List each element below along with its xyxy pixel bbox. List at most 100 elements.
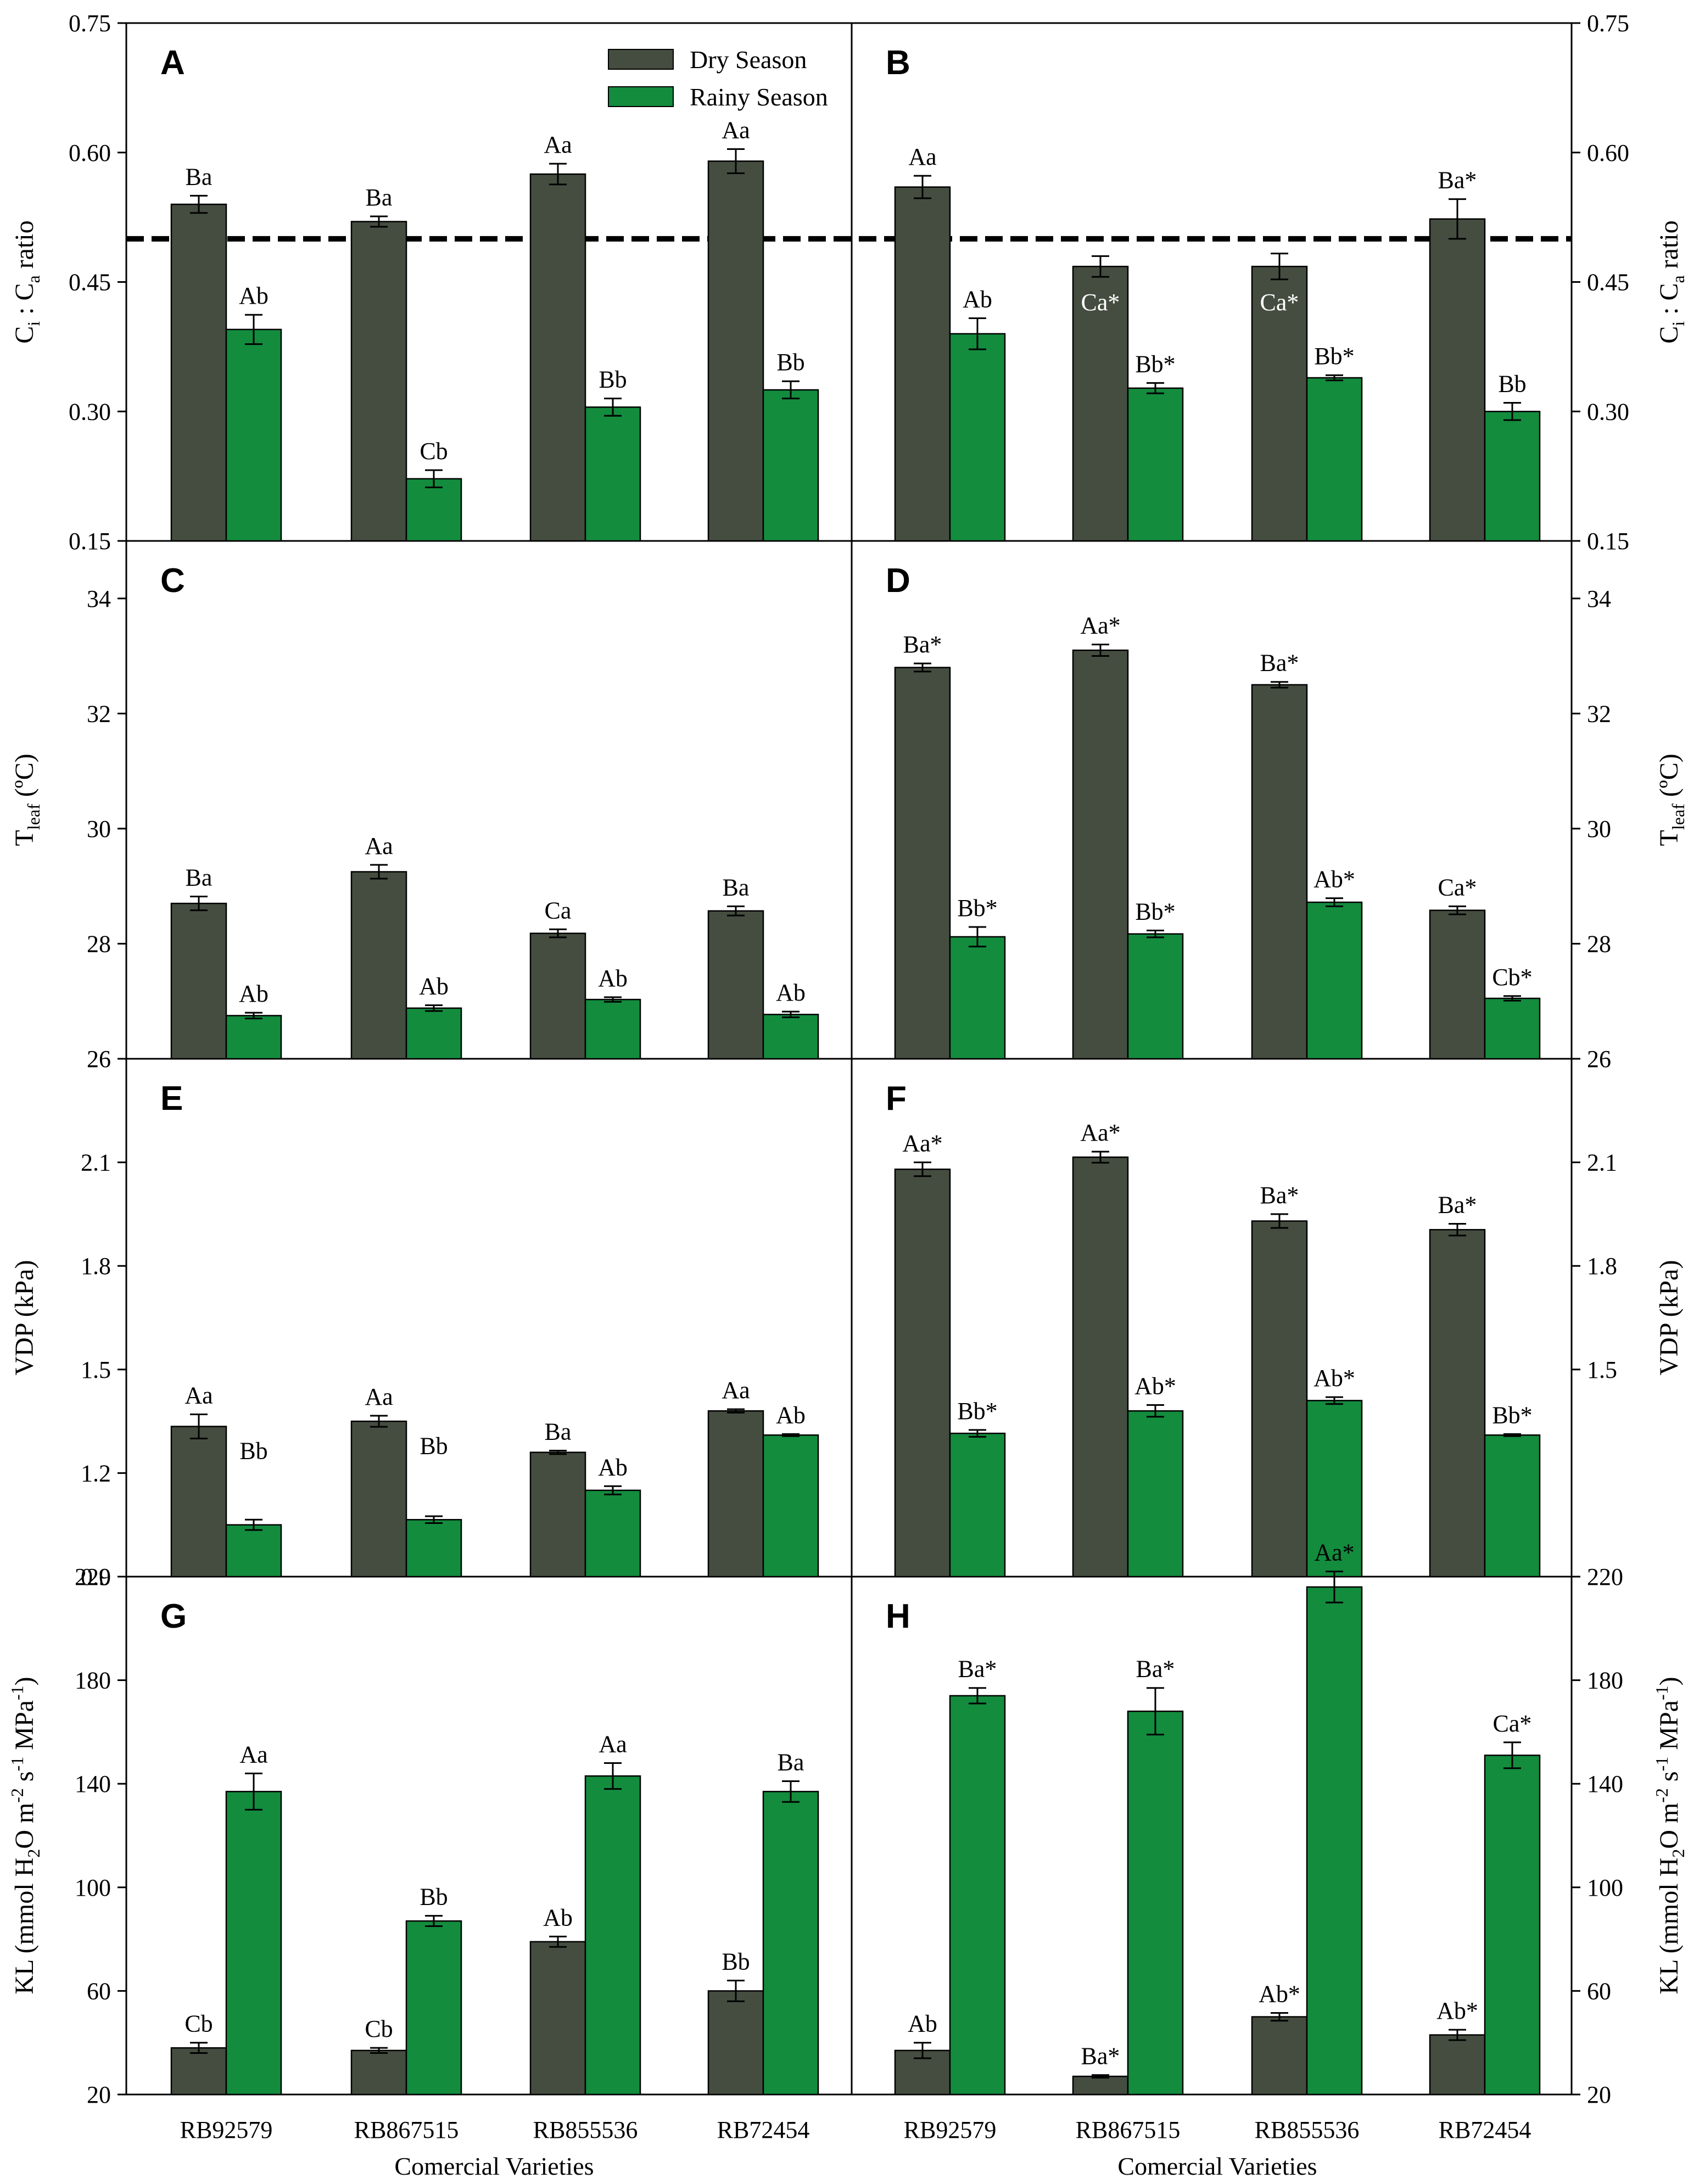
x-tick-label: RB92579 — [180, 2116, 273, 2143]
y-axis-title-part: (ºC) — [1654, 753, 1684, 803]
y-tick-label-right: 60 — [1587, 1978, 1611, 2004]
legend-label-rainy: Rainy Season — [690, 83, 828, 111]
bar-rainy-c-1 — [405, 1007, 462, 1060]
bar-dry-c-1 — [350, 871, 407, 1060]
y-tick-label-left: 220 — [75, 1563, 111, 1590]
legend-label-dry: Dry Season — [690, 46, 807, 74]
data-label: Aa* — [1314, 1539, 1354, 1566]
data-label: Ba — [723, 874, 750, 901]
data-label: Aa* — [1080, 1119, 1120, 1146]
bar-dry-f-2 — [1251, 1220, 1308, 1578]
y-tick-label-left: 100 — [75, 1874, 111, 1901]
bar-rainy-b-0 — [949, 333, 1006, 542]
data-label: Ab — [543, 1904, 573, 1931]
bar-dry-g-2 — [529, 1941, 586, 2096]
bar-dry-d-0 — [894, 667, 951, 1060]
bar-rainy-f-0 — [949, 1432, 1006, 1578]
y-tick-label-left: 26 — [87, 1046, 111, 1073]
data-label: Bb — [722, 1948, 750, 1975]
data-label: Bb* — [1135, 350, 1175, 377]
y-axis-title-right: KL (mmol H2O m-2 s-1 MPa-1) — [1652, 1677, 1688, 1994]
bar-dry-c-3 — [707, 910, 764, 1060]
y-tick-label-right: 1.5 — [1587, 1356, 1617, 1383]
y-tick-label-left: 30 — [87, 815, 111, 842]
panel-letter: D — [886, 562, 910, 600]
y-axis-title-left: VDP (kPa) — [10, 1260, 39, 1375]
x-tick-label: RB855536 — [1255, 2116, 1360, 2143]
data-label: Bb — [420, 1432, 448, 1459]
y-tick-label-right: 2.1 — [1587, 1149, 1617, 1176]
y-axis-title-part: i — [24, 321, 43, 326]
bar-dry-e-0 — [170, 1426, 227, 1578]
y-tick-label-right: 32 — [1587, 700, 1611, 727]
y-axis-title-part: VDP (kPa) — [10, 1260, 39, 1375]
bar-rainy-b-3 — [1484, 411, 1541, 542]
bar-dry-d-3 — [1429, 909, 1486, 1060]
data-label: Ba* — [958, 1656, 997, 1683]
y-tick-label-right: 28 — [1587, 930, 1611, 957]
bar-rainy-g-3 — [762, 1791, 819, 2096]
data-label: Aa — [544, 131, 572, 158]
panel-f: F Aa* Aa* Ba* Ba* Bb* Ab* Ab* Bb* — [886, 1080, 1541, 1578]
bar-rainy-h-2 — [1306, 1586, 1363, 2096]
y-tick-label-left: 2.1 — [81, 1149, 111, 1176]
bar-dry-f-3 — [1429, 1228, 1486, 1578]
y-tick-label-left: 0.75 — [69, 10, 111, 37]
bar-rainy-d-3 — [1484, 997, 1541, 1060]
y-axis-title-right: Ci : Ca ratio — [1654, 220, 1688, 343]
panel-c: C Ba Aa Ca Ba Ab Ab Ab Ab — [160, 562, 819, 1060]
y-axis-title-part: -2 — [1652, 1788, 1672, 1803]
y-tick-label-right: 30 — [1587, 815, 1611, 842]
bar-dry-g-0 — [170, 2047, 227, 2096]
bar-dry-h-3 — [1429, 2034, 1486, 2096]
y-tick-label-left: 1.8 — [81, 1253, 111, 1280]
data-label: Bb* — [1492, 1401, 1532, 1428]
bar-dry-g-1 — [350, 2049, 407, 2096]
data-label: Cb — [185, 2010, 213, 2037]
y-axis-row-3: 20 60 100 140 180 220 20 60 100 140 180 220 KL (mmol… — [7, 1563, 1688, 2108]
bar-dry-f-0 — [894, 1168, 951, 1578]
bar-rainy-c-3 — [762, 1014, 819, 1060]
y-axis-row-0: 0.15 0.30 0.45 0.60 0.75 0.15 0.30 0.45 0.60 0.75… — [10, 10, 1688, 555]
y-axis-title-part: 2 — [1668, 1849, 1688, 1858]
y-tick-label-left: 140 — [75, 1770, 111, 1797]
bar-rainy-a-0 — [225, 328, 282, 542]
bar-dry-a-0 — [170, 203, 227, 542]
legend-swatch-rainy — [608, 86, 674, 107]
y-tick-label-left: 20 — [87, 2081, 111, 2108]
y-axis-title-part: T — [1654, 830, 1684, 846]
data-label: Ab — [419, 973, 449, 1000]
y-axis-title-part: C — [10, 326, 39, 344]
bar-dry-d-2 — [1251, 684, 1308, 1060]
panel-letter: A — [160, 44, 185, 82]
y-axis-title-part: KL (mmol H — [10, 1858, 39, 1995]
bar-dry-e-3 — [707, 1410, 764, 1578]
y-tick-label-right: 100 — [1587, 1874, 1623, 1901]
bar-rainy-a-3 — [762, 389, 819, 542]
bar-dry-c-2 — [529, 932, 586, 1060]
legend-swatch-dry — [608, 49, 674, 70]
bar-rainy-b-2 — [1306, 377, 1363, 542]
data-label: Ab — [908, 2010, 937, 2037]
y-tick-label-left: 0.30 — [69, 398, 111, 425]
data-label: Aa — [239, 1741, 267, 1768]
data-label: Ba* — [1081, 2043, 1120, 2070]
y-tick-label-right: 0.45 — [1587, 269, 1629, 296]
bar-dry-b-0 — [894, 186, 951, 542]
panel-e: E Aa Aa Ba Aa Bb Bb Ab Ab — [160, 1080, 819, 1578]
data-label: Ab* — [1259, 1980, 1300, 2007]
y-tick-label-left: 0.60 — [69, 139, 111, 166]
data-label: Aa* — [1080, 612, 1120, 639]
bar-rainy-a-2 — [584, 406, 641, 542]
bar-dry-a-1 — [350, 221, 407, 542]
y-axis-title-left: Tleaf (ºC) — [10, 753, 43, 846]
data-label: Bb* — [1314, 343, 1354, 370]
bar-rainy-g-1 — [405, 1920, 462, 2096]
data-label: Aa — [365, 833, 393, 859]
x-tick-label: RB92579 — [904, 2116, 997, 2143]
y-tick-label-left: 1.2 — [81, 1460, 111, 1487]
y-tick-label-left: 0.15 — [69, 528, 111, 555]
y-axis-title-part: KL (mmol H — [1654, 1858, 1684, 1995]
bar-rainy-g-0 — [225, 1791, 282, 2096]
